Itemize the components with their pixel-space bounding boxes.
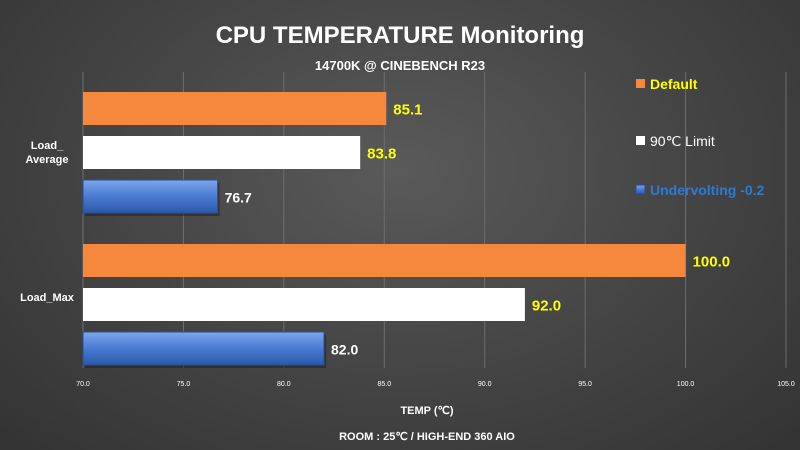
x-tick-label: 85.0 bbox=[377, 381, 391, 388]
bar-undervolting-0-2-1 bbox=[82, 331, 325, 366]
bars bbox=[82, 92, 686, 368]
x-tick-label: 90.0 bbox=[478, 381, 492, 388]
legend-label: 90℃ Limit bbox=[650, 133, 715, 149]
data-label: 85.1 bbox=[393, 102, 422, 119]
category-labels: Load_ Average Load_Max bbox=[20, 140, 75, 304]
legend: Default 90℃ Limit Undervolting -0.2 bbox=[635, 76, 765, 198]
legend-swatch bbox=[635, 184, 646, 195]
x-axis-label: TEMP (℃) bbox=[400, 405, 453, 417]
chart-subtitle: 14700K @ CINEBENCH R23 bbox=[315, 58, 485, 73]
bar-undervolting-0-2-0 bbox=[82, 179, 219, 214]
data-label: 82.0 bbox=[331, 342, 358, 358]
legend-label: Default bbox=[650, 76, 698, 92]
x-tick-label: 105.0 bbox=[777, 381, 795, 388]
data-label: 100.0 bbox=[693, 254, 731, 271]
bar-default-1 bbox=[83, 244, 686, 277]
category-label: Load_ Average bbox=[25, 140, 68, 166]
bar-90-limit-0 bbox=[83, 136, 361, 169]
chart-title: CPU TEMPERATURE Monitoring bbox=[216, 22, 585, 49]
legend-swatch bbox=[636, 79, 645, 88]
data-label: 76.7 bbox=[225, 190, 252, 206]
category-label: Load_Max bbox=[20, 292, 75, 304]
x-tick-label: 95.0 bbox=[578, 381, 592, 388]
data-labels: 85.1 100.0 83.8 92.0 76.7 82.0 bbox=[225, 102, 731, 358]
x-tick-label: 80.0 bbox=[277, 381, 291, 388]
bar-default-0 bbox=[83, 92, 387, 125]
footnote: ROOM : 25℃ / HIGH-END 360 AIO bbox=[339, 431, 515, 443]
x-tick-label: 100.0 bbox=[677, 381, 695, 388]
data-label: 92.0 bbox=[532, 298, 561, 315]
legend-label: Undervolting -0.2 bbox=[650, 182, 765, 198]
x-tick-labels: 70.0 75.0 80.0 85.0 90.0 95.0 100.0 105.0 bbox=[76, 381, 795, 388]
legend-swatch bbox=[636, 136, 645, 145]
x-tick-label: 70.0 bbox=[76, 381, 90, 388]
bar-90-limit-1 bbox=[83, 288, 525, 321]
x-tick-label: 75.0 bbox=[177, 381, 191, 388]
data-label: 83.8 bbox=[367, 146, 396, 163]
